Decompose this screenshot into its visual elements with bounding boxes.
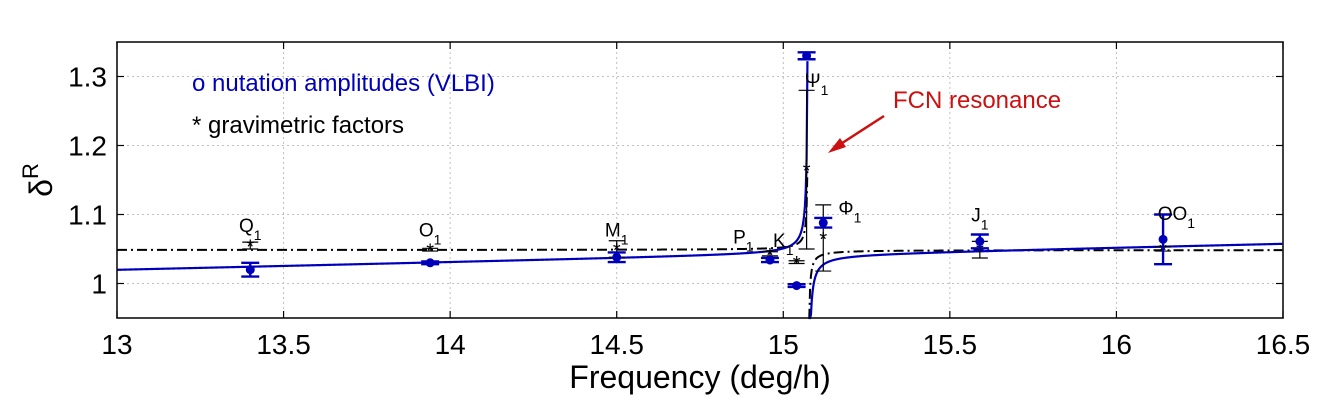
tide-label-base: P <box>733 227 746 248</box>
gravimetric-point: * <box>242 237 259 259</box>
fcn-arrow <box>828 114 885 153</box>
tide-label-φ: Φ1 <box>838 199 861 226</box>
tide-label-base: Ψ <box>805 71 821 92</box>
x-tick-label: 15.5 <box>923 329 978 360</box>
y-axis-title-sup: R <box>18 163 43 179</box>
nutation-marker <box>802 51 812 61</box>
plot-frame <box>116 41 1284 319</box>
gravimetric-marker: * <box>793 253 801 275</box>
tide-label-sub: 1 <box>786 242 794 258</box>
tide-label-q: Q1 <box>239 216 262 243</box>
tide-label-sub: 1 <box>746 238 754 254</box>
nutation-point <box>814 216 833 229</box>
tide-label-sub: 1 <box>254 227 262 243</box>
tide-label-k: K1 <box>773 231 794 258</box>
nutation-point <box>760 255 779 265</box>
gravimetric-point: * <box>422 241 439 263</box>
x-axis-title: Frequency (deg/h) <box>569 359 830 395</box>
tide-label-sub: 1 <box>854 210 862 226</box>
gravimetric-curve <box>117 167 1283 319</box>
y-axis-title: δR <box>18 163 59 197</box>
tide-label-sub: 1 <box>1187 215 1195 231</box>
tide-label-oo: OO1 <box>1158 204 1196 231</box>
nutation-point <box>421 258 440 268</box>
tide-label-base: O <box>419 221 434 242</box>
y-tick-label: 1.2 <box>68 131 107 162</box>
nutation-point <box>787 281 806 291</box>
tide-label-base: OO <box>1158 204 1188 225</box>
curves <box>116 61 1283 320</box>
tide-label-sub: 1 <box>821 82 829 98</box>
gravimetric-marker: * <box>819 229 827 251</box>
nutation-point <box>797 51 816 61</box>
nutation-point <box>970 233 989 250</box>
gravimetric-marker: * <box>426 241 434 263</box>
tide-label-j: J1 <box>971 205 989 232</box>
nutation-curve <box>116 61 1283 320</box>
nutation-point <box>241 261 260 278</box>
tide-label-base: Φ <box>838 199 853 220</box>
nutation-marker <box>245 265 255 275</box>
nutation-marker <box>425 258 435 268</box>
nutation-marker <box>975 236 985 246</box>
y-tick-label: 1.1 <box>68 200 107 231</box>
gravimetric-marker: * <box>976 241 984 263</box>
tide-label-base: J <box>971 205 981 226</box>
nutation-marker <box>612 252 622 262</box>
nutation-marker <box>792 281 802 291</box>
y-axis-title-base: δ <box>23 179 59 197</box>
tide-label-o: O1 <box>419 221 442 248</box>
x-tick-label: 16.5 <box>1256 329 1311 360</box>
nutation-point <box>607 251 626 264</box>
tide-label-ψ: Ψ1 <box>805 71 829 98</box>
legend-gravimetric: * gravimetric factors <box>192 112 404 139</box>
tide-label-sub: 1 <box>981 216 989 232</box>
x-tick-label: 14 <box>435 329 466 360</box>
svg-text:δR: δR <box>18 163 59 197</box>
tide-label-base: Q <box>239 216 254 237</box>
gravimetric-marker: * <box>803 161 811 183</box>
nutation-marker <box>1158 234 1168 244</box>
y-tick-label: 1.3 <box>68 62 107 93</box>
tide-label-p: P1 <box>733 227 754 254</box>
fcn-annotation: FCN resonance <box>893 87 1061 114</box>
tide-label-sub: 1 <box>621 232 629 248</box>
x-tick-label: 15 <box>768 329 799 360</box>
gravimetric-marker: * <box>246 237 254 259</box>
data-marks: ********* <box>241 51 1173 291</box>
gravimetric-point: * <box>788 253 805 275</box>
tide-label-base: K <box>773 231 786 252</box>
nutation-point <box>1154 213 1173 266</box>
tide-label-sub: 1 <box>434 232 442 248</box>
x-tick-label: 13.5 <box>256 329 311 360</box>
grid <box>117 42 1283 318</box>
x-tick-label: 16 <box>1101 329 1132 360</box>
x-tick-label: 14.5 <box>589 329 644 360</box>
plot-background <box>117 42 1283 318</box>
gravimetric-marker: * <box>613 240 621 262</box>
tide-label-m: M1 <box>605 221 629 248</box>
axis-ticks: 13 13.5 14 14.5 15 15.5 16 16.5 1 1.1 1.2 1.3 <box>68 42 1310 360</box>
nutation-marker <box>818 218 828 228</box>
nutation-marker <box>765 255 775 265</box>
tide-label-base: M <box>605 221 621 242</box>
gravimetric-point: * <box>815 204 832 272</box>
x-tick-label: 13 <box>101 329 132 360</box>
y-tick-label: 1 <box>91 269 107 300</box>
legend-vlbi: o nutation amplitudes (VLBI) <box>192 70 495 97</box>
gravimetric-point: * <box>798 89 815 250</box>
